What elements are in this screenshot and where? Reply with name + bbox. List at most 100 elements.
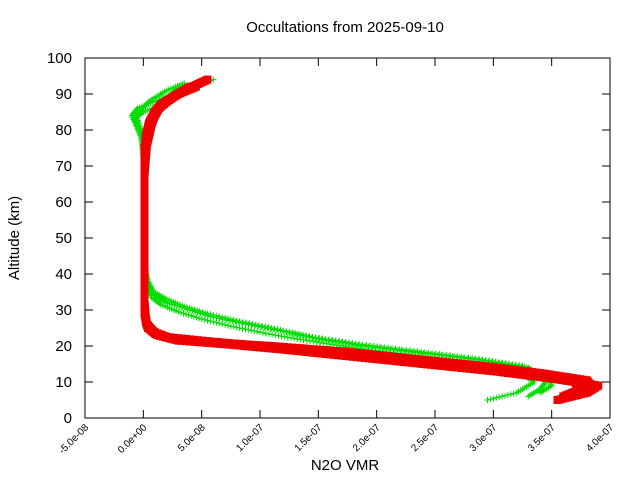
data-point	[191, 82, 200, 91]
data-point	[190, 313, 197, 320]
data-point	[219, 314, 226, 321]
data-point	[296, 344, 305, 353]
data-point	[213, 319, 220, 326]
data-point	[239, 325, 246, 332]
y-tick-label: 80	[55, 122, 72, 139]
data-point	[262, 330, 269, 337]
data-point	[275, 342, 284, 351]
data-point	[484, 397, 491, 403]
data-point	[306, 333, 313, 340]
x-tick-label: 5.0e-08	[176, 422, 208, 454]
data-point	[144, 99, 151, 106]
y-tick-label: 30	[55, 302, 72, 319]
data-point	[186, 82, 194, 91]
data-point	[201, 316, 208, 323]
x-tick-label: 1.0e-07	[234, 422, 266, 454]
data-point	[288, 343, 297, 352]
data-point	[300, 332, 307, 339]
data-point	[177, 309, 184, 316]
data-point	[183, 311, 190, 318]
data-point	[317, 339, 323, 346]
data-point	[265, 324, 272, 331]
data-point	[329, 346, 338, 355]
data-point	[280, 327, 287, 334]
data-point	[236, 325, 243, 331]
y-tick-label: 60	[55, 194, 72, 211]
x-tick-label: 1.5e-07	[293, 422, 325, 454]
data-point	[321, 346, 330, 355]
data-point	[230, 323, 237, 330]
data-point	[487, 396, 494, 403]
data-point	[251, 341, 259, 349]
data-point	[255, 322, 262, 329]
data-point	[210, 312, 217, 318]
data-point	[309, 334, 316, 340]
data-point	[248, 327, 255, 334]
data-point	[246, 320, 253, 327]
x-tick-label: 2.5e-07	[409, 422, 441, 454]
data-point	[259, 323, 266, 329]
data-point	[493, 394, 500, 401]
data-point	[242, 340, 251, 349]
data-point	[238, 340, 247, 349]
data-point	[207, 311, 214, 318]
data-point	[308, 345, 317, 354]
data-point	[292, 330, 298, 337]
data-point	[254, 328, 261, 335]
data-point	[251, 328, 258, 334]
x-axis-title: N2O VMR	[311, 457, 380, 474]
data-point	[304, 344, 313, 353]
x-tick-label: 3.5e-07	[526, 422, 558, 454]
data-point	[204, 310, 211, 317]
data-point	[297, 331, 304, 338]
data-point	[313, 345, 321, 354]
y-tick-label: 40	[55, 266, 72, 283]
y-tick-label: 90	[55, 86, 72, 103]
data-point	[263, 341, 272, 350]
data-point	[234, 339, 243, 348]
data-point	[198, 316, 205, 322]
data-point	[227, 323, 234, 330]
data-point	[191, 306, 198, 313]
data-point	[317, 345, 326, 354]
data-point	[196, 308, 203, 315]
data-point	[233, 317, 240, 324]
data-point	[226, 339, 234, 348]
data-point	[322, 336, 329, 343]
x-tick-label: 4.0e-07	[584, 422, 616, 454]
data-point	[210, 318, 217, 325]
data-point	[502, 392, 508, 399]
data-point	[246, 340, 255, 349]
data-point	[240, 319, 246, 326]
data-point	[242, 326, 249, 333]
data-point	[272, 332, 279, 339]
data-point	[277, 326, 284, 333]
data-point	[216, 320, 223, 327]
data-point	[204, 317, 211, 324]
data-point	[201, 309, 208, 316]
y-tick-label: 0	[64, 410, 72, 427]
data-point	[203, 75, 212, 84]
x-tick-label: 0.0e+00	[116, 422, 150, 456]
y-tick-label: 10	[55, 374, 72, 391]
data-point	[266, 331, 272, 337]
data-point	[504, 392, 511, 398]
data-point	[284, 334, 291, 341]
x-tick-label: 3.0e-07	[468, 422, 500, 454]
data-point	[267, 342, 276, 350]
data-point	[297, 336, 304, 343]
data-point	[199, 309, 206, 315]
plot-frame	[84, 57, 611, 419]
data-point	[499, 393, 506, 400]
y-axis-title: Altitude (km)	[6, 196, 23, 280]
data-point	[217, 338, 226, 347]
data-point	[510, 390, 517, 397]
x-tick-label: 2.0e-07	[351, 422, 383, 454]
data-point	[219, 321, 226, 327]
data-point	[236, 318, 243, 325]
data-point	[300, 344, 309, 353]
data-point	[186, 305, 193, 311]
data-point	[333, 347, 342, 356]
